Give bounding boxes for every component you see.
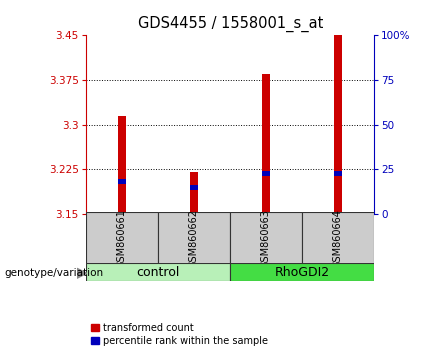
Bar [158,212,230,264]
Text: GDS4455 / 1558001_s_at: GDS4455 / 1558001_s_at [138,16,324,32]
Text: control: control [136,266,180,279]
Bar [262,74,270,214]
Legend: transformed count, percentile rank within the sample: transformed count, percentile rank withi… [91,323,268,346]
Bar [117,179,126,184]
Text: GSM860662: GSM860662 [189,209,199,268]
Polygon shape [77,268,87,278]
Bar [262,171,270,176]
Text: GSM860663: GSM860663 [261,209,271,268]
Text: RhoGDI2: RhoGDI2 [275,266,330,279]
Bar [334,171,342,176]
Bar [86,212,158,264]
Bar [302,212,374,264]
Bar [334,35,342,214]
Bar [117,116,126,214]
Bar [230,212,302,264]
Bar [230,263,374,281]
Text: GSM860664: GSM860664 [333,209,343,268]
Text: genotype/variation: genotype/variation [4,268,103,278]
Bar [190,185,198,190]
Bar [190,172,198,214]
Bar [86,263,230,281]
Text: GSM860661: GSM860661 [117,209,127,268]
